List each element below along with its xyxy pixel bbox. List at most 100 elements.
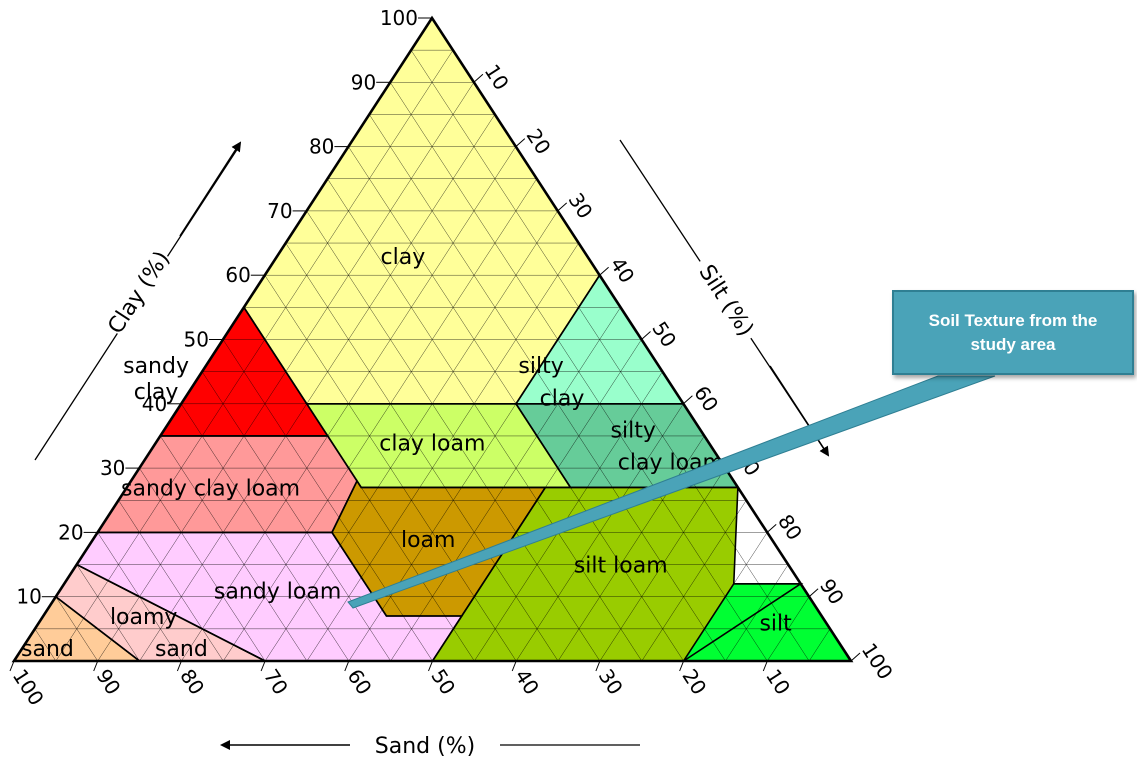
- grid-silt-55: [474, 371, 663, 662]
- grid-silt-70: [599, 467, 726, 662]
- sand-tick-50: 50: [426, 665, 460, 699]
- region-label-silty-clay-1: clay: [540, 386, 585, 411]
- silt-tick-mark-80: [766, 524, 777, 533]
- grid-sand-35: [285, 242, 559, 662]
- grid-sand-50: [222, 339, 433, 662]
- grid-sand-5: [410, 50, 810, 662]
- grid-sand-85: [76, 564, 140, 662]
- sand-tick-mark-90: [93, 660, 99, 672]
- region-label-silt-loam-0: silt loam: [574, 554, 668, 579]
- callout-box: Soil Texture from the study area: [892, 290, 1134, 375]
- silt-tick-60: 60: [689, 381, 723, 415]
- clay-axis-arrow: [179, 141, 242, 237]
- sand-tick-mark-50: [428, 660, 433, 672]
- clay-tick-50: 50: [184, 328, 209, 352]
- silt-tick-mark-100: [850, 652, 861, 662]
- grid-sand-95: [34, 628, 57, 662]
- clay-tick-30: 30: [100, 456, 125, 480]
- sand-axis-title: Sand (%): [375, 734, 475, 759]
- region-silt-loam: [432, 487, 801, 661]
- region-silt: [683, 583, 851, 661]
- region-label-sandy-loam-0: sandy loam: [214, 579, 341, 604]
- region-label-loam-0: loam: [401, 528, 455, 553]
- silt-tick-100: 100: [857, 639, 898, 684]
- region-label-sandy-clay-loam-0: sandy clay loam: [121, 476, 300, 501]
- sand-tick-20: 20: [677, 665, 711, 699]
- sand-tick-mark-30: [595, 660, 601, 672]
- silt-tick-mark-50: [641, 331, 651, 340]
- grid-silt-95: [808, 628, 831, 662]
- grid-sand-65: [160, 435, 308, 662]
- clay-tick-20: 20: [58, 520, 83, 544]
- grid-sand-90: [55, 596, 98, 662]
- grid-sand-75: [118, 500, 224, 662]
- clay-tick-10: 10: [16, 585, 41, 609]
- silt-tick-mark-30: [557, 202, 568, 212]
- silt-tick-50: 50: [647, 317, 681, 351]
- sand-tick-30: 30: [594, 665, 628, 699]
- grid-silt-15: [139, 114, 496, 662]
- silt-tick-mark-20: [515, 138, 526, 147]
- region-label-silty-clay-0: silty: [518, 354, 563, 379]
- clay-tick-90: 90: [351, 70, 376, 94]
- clay-tick-70: 70: [267, 199, 292, 223]
- region-label-sandy-clay-1: clay: [134, 380, 179, 405]
- sand-tick-10: 10: [761, 665, 795, 699]
- grid-sand-70: [139, 467, 266, 662]
- region-loamy-sand: [55, 564, 266, 661]
- silt-tick-40: 40: [605, 253, 639, 287]
- silt-tick-mark-90: [808, 588, 819, 598]
- grid-sand-15: [369, 114, 726, 662]
- silt-tick-10: 10: [480, 60, 514, 94]
- silt-tick-20: 20: [522, 124, 556, 158]
- silt-tick-80: 80: [773, 510, 807, 544]
- region-label-clay-loam-0: clay loam: [379, 431, 485, 456]
- grid-sand-55: [201, 371, 391, 662]
- sand-tick-mark-80: [176, 660, 182, 672]
- silt-tick-mark-10: [473, 73, 484, 83]
- sand-tick-mark-60: [344, 660, 350, 672]
- sand-axis-title-group: Sand (%): [220, 734, 640, 759]
- region-loam: [331, 480, 546, 616]
- sand-tick-70: 70: [259, 665, 293, 699]
- grid-silt-75: [641, 500, 747, 662]
- sand-tick-40: 40: [510, 665, 544, 699]
- grid-silt-65: [557, 435, 705, 662]
- sand-tick-mark-10: [762, 660, 768, 672]
- clay-tick-100: 100: [380, 6, 418, 30]
- region-clay-loam: [306, 403, 571, 488]
- callout-text: Soil Texture from the study area: [928, 310, 1098, 354]
- clay-tick-60: 60: [225, 263, 250, 287]
- grid-silt-90: [767, 596, 810, 662]
- clay-tick-40: 40: [142, 392, 167, 416]
- sand-tick-mark-40: [511, 660, 517, 672]
- sand-tick-mark-70: [260, 660, 266, 672]
- sand-tick-mark-100: [9, 660, 15, 672]
- sand-tick-mark-20: [679, 660, 685, 672]
- grid-silt-25: [223, 178, 537, 662]
- callout-pointer: [347, 375, 996, 609]
- grid-silt-35: [306, 242, 579, 662]
- grid-silt-60: [515, 403, 684, 662]
- sand-tick-90: 90: [92, 665, 126, 699]
- grid-silt-45: [390, 307, 621, 662]
- grid-silt-5: [55, 50, 454, 662]
- region-label-sandy-clay-0: sandy: [123, 354, 189, 379]
- silt-tick-30: 30: [564, 189, 598, 223]
- silt-tick-mark-60: [683, 395, 693, 405]
- region-label-loamy-sand-0: loamy: [110, 605, 178, 630]
- region-label-sand-0: sand: [21, 637, 74, 662]
- grid-sand-25: [327, 178, 642, 662]
- region-label-silty-clay-loam-0: silty: [611, 419, 656, 444]
- region-label-clay-0: clay: [381, 245, 426, 270]
- region-label-silt-0: silt: [759, 611, 792, 636]
- region-label-loamy-sand-1: sand: [155, 637, 208, 662]
- region-sandy-clay-loam: [97, 435, 358, 533]
- clay-tick-80: 80: [309, 135, 334, 159]
- silt-tick-mark-40: [599, 266, 609, 276]
- silt-tick-90: 90: [815, 574, 849, 608]
- sand-tick-100: 100: [8, 665, 49, 710]
- sand-tick-80: 80: [175, 665, 209, 699]
